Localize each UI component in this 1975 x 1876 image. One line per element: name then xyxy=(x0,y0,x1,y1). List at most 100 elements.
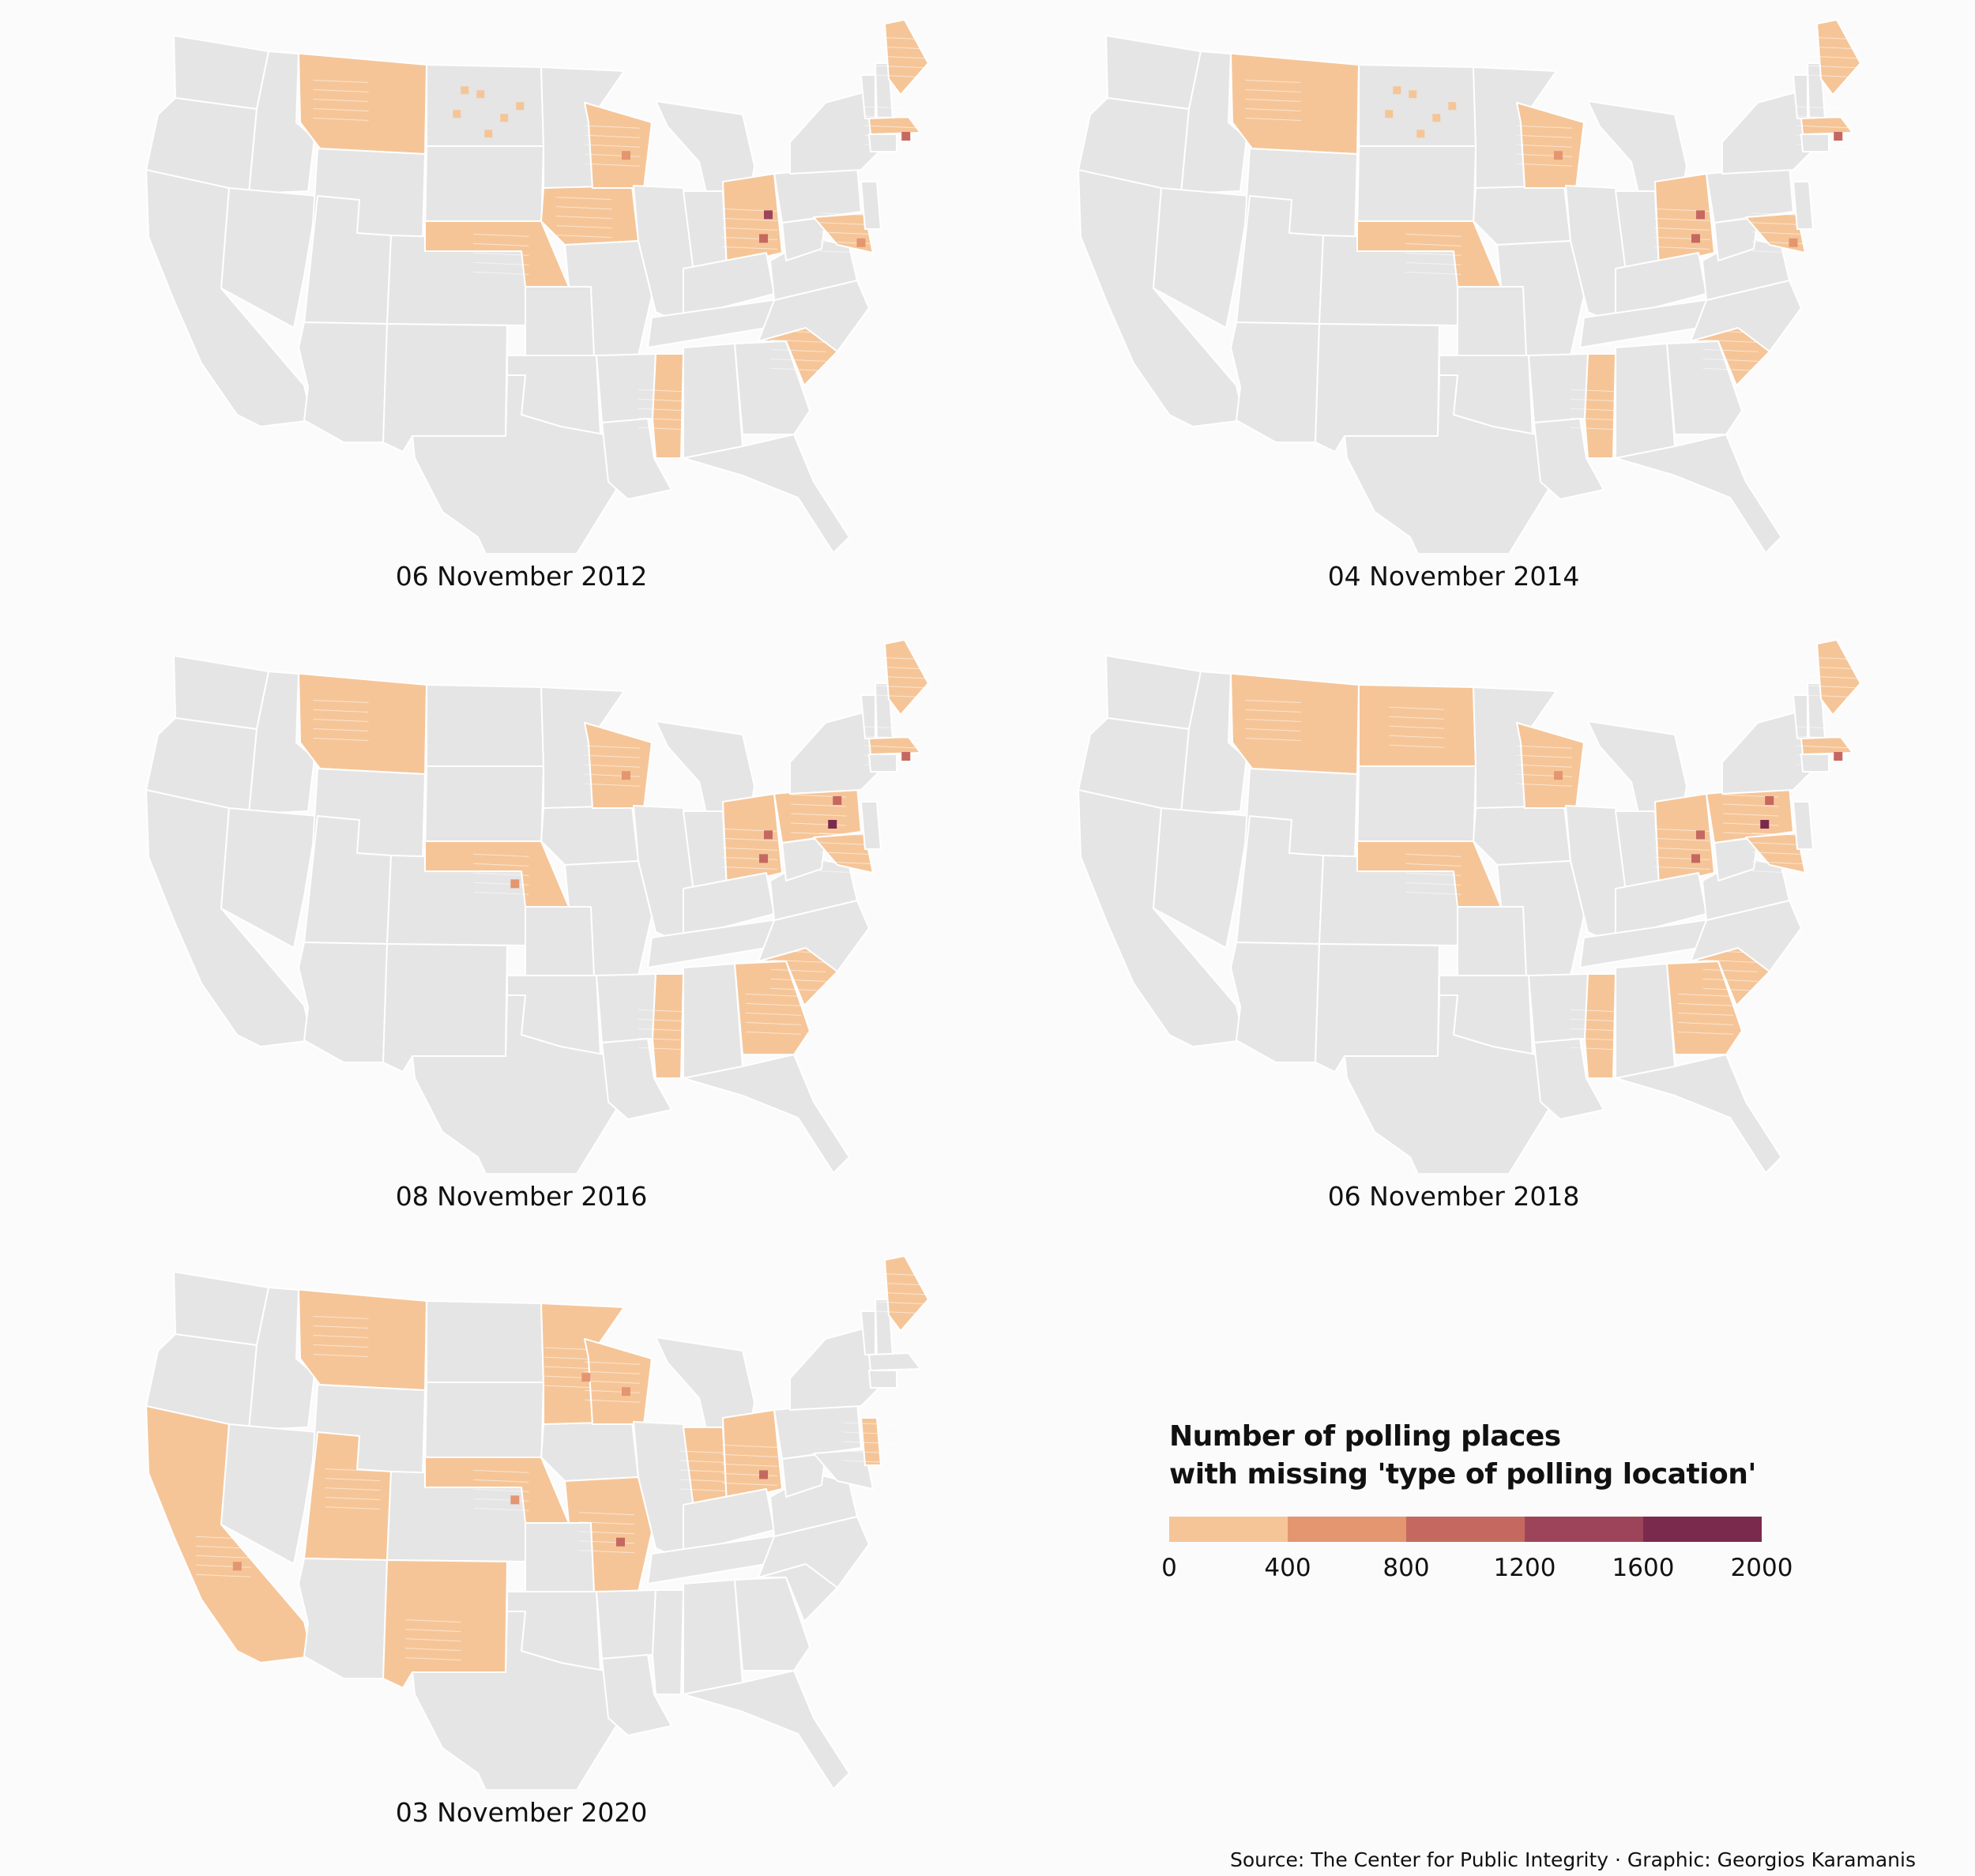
county-boundary xyxy=(313,1316,369,1319)
county-boundary xyxy=(864,125,920,129)
state-nj xyxy=(1793,801,1814,850)
state-md xyxy=(813,1449,874,1490)
state-tx xyxy=(412,1611,617,1789)
county-boundary xyxy=(584,163,641,167)
county-boundary xyxy=(1805,55,1862,59)
legend-swatch-400-800 xyxy=(1288,1517,1406,1542)
state-nm xyxy=(1315,323,1440,453)
county-boundary xyxy=(1805,685,1862,689)
state-nj xyxy=(860,801,882,850)
county-boundary xyxy=(556,235,612,239)
us-county-map xyxy=(1078,19,1862,553)
county-boundary xyxy=(1516,773,1573,777)
state-al xyxy=(683,1579,743,1695)
state-tx xyxy=(1344,374,1549,553)
state-ma xyxy=(1800,116,1853,135)
county-boundary xyxy=(1805,74,1862,78)
state-ar xyxy=(1528,973,1589,1043)
state-wa xyxy=(173,1271,269,1346)
state-al xyxy=(1615,963,1676,1079)
county-boundary xyxy=(843,1460,899,1464)
state-tx xyxy=(412,994,617,1173)
county-hotspot-md xyxy=(856,238,866,247)
state-ks xyxy=(1457,286,1527,356)
county-nd-4 xyxy=(484,130,493,138)
county-boundary xyxy=(1796,726,1853,730)
state-ks xyxy=(1457,906,1527,976)
state-ks xyxy=(525,1522,595,1592)
county-boundary xyxy=(473,1498,529,1502)
county-boundary xyxy=(1516,163,1573,167)
county-nd-0 xyxy=(453,110,461,118)
county-boundary xyxy=(584,134,641,138)
state-wa xyxy=(173,655,269,730)
county-boundary xyxy=(770,978,826,982)
county-boundary xyxy=(843,1422,899,1426)
county-boundary xyxy=(473,853,529,857)
county-boundary xyxy=(1653,217,1710,221)
county-boundary xyxy=(745,1012,802,1016)
county-boundary xyxy=(1245,738,1301,741)
county-boundary xyxy=(405,1629,461,1633)
county-boundary xyxy=(584,754,641,758)
state-ia xyxy=(1473,805,1571,866)
state-ms xyxy=(1584,973,1616,1079)
state-oh xyxy=(722,173,783,269)
state-fl xyxy=(683,434,850,553)
county-boundary xyxy=(578,1540,635,1544)
county-nd-5 xyxy=(461,86,469,95)
state-al xyxy=(1615,343,1676,459)
county-boundary xyxy=(1245,728,1301,731)
county-boundary xyxy=(745,1002,802,1006)
county-boundary xyxy=(313,118,369,121)
county-boundary xyxy=(313,738,369,741)
county-boundary xyxy=(584,1389,641,1393)
county-boundary xyxy=(1389,716,1445,720)
state-al xyxy=(683,963,743,1079)
county-boundary xyxy=(473,891,529,895)
state-wa xyxy=(1105,35,1202,110)
county-boundary xyxy=(721,217,778,221)
county-boundary xyxy=(873,1291,930,1295)
county-boundary xyxy=(1677,1012,1734,1016)
state-ms xyxy=(652,973,684,1079)
county-boundary xyxy=(584,764,641,768)
county-boundary xyxy=(1653,856,1710,860)
county-hotspot-ca xyxy=(232,1562,242,1571)
county-boundary xyxy=(1805,656,1862,660)
county-boundary xyxy=(584,745,641,749)
county-boundary xyxy=(873,46,930,50)
state-ma xyxy=(868,736,921,755)
county-boundary xyxy=(1702,959,1759,963)
county-boundary xyxy=(1677,1021,1734,1025)
county-boundary xyxy=(1405,271,1462,275)
state-ma xyxy=(868,1352,921,1371)
county-hotspot-oh xyxy=(1696,210,1705,220)
county-hotspot-ne xyxy=(510,1495,520,1505)
state-wi xyxy=(584,1338,653,1425)
county-boundary xyxy=(473,872,529,876)
county-boundary xyxy=(770,339,826,343)
state-nj xyxy=(860,1417,882,1466)
county-boundary xyxy=(791,803,847,807)
state-ms xyxy=(652,353,684,459)
legend-title-line1: Number of polling places xyxy=(1169,1420,1561,1453)
county-boundary xyxy=(864,726,920,730)
county-boundary xyxy=(1405,872,1462,876)
county-boundary xyxy=(721,1472,778,1476)
state-az xyxy=(298,1558,388,1679)
county-hotspot-ma xyxy=(1834,752,1843,761)
county-boundary xyxy=(721,866,778,870)
county-boundary xyxy=(1796,106,1853,110)
county-boundary xyxy=(1405,863,1462,867)
county-boundary xyxy=(791,813,847,817)
county-hotspot-pa xyxy=(828,820,837,829)
state-nm xyxy=(1315,943,1440,1073)
state-az xyxy=(1230,942,1320,1063)
county-boundary xyxy=(584,783,641,787)
legend-color-bar xyxy=(1169,1517,1762,1542)
county-boundary xyxy=(721,847,778,851)
state-ia xyxy=(540,1421,639,1482)
state-oh xyxy=(1654,173,1715,269)
state-nd xyxy=(1358,684,1477,767)
